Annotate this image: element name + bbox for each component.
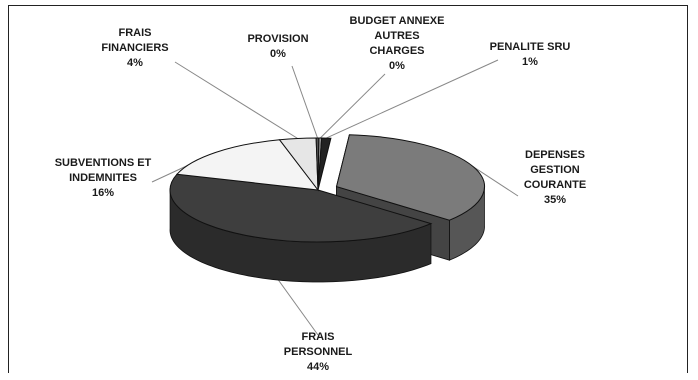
slice-label: FRAIS PERSONNEL 44% [284, 331, 353, 373]
slice-percent-label: 16% [92, 187, 114, 199]
leader-line [326, 59, 499, 139]
slice-percent-label: 0% [389, 60, 405, 72]
slice-name-line: BUDGET ANNEXE [350, 15, 445, 27]
slice-name-line: PERSONNEL [284, 346, 353, 358]
slice-label: SUBVENTIONS ET INDEMNITES 16% [55, 157, 152, 199]
slice-percent-label: 35% [544, 194, 566, 206]
slice-name-line: INDEMNITES [69, 172, 137, 184]
slice-name-line: AUTRES [374, 30, 419, 42]
slice-percent-label: 0% [270, 48, 286, 60]
leader-line [291, 65, 318, 139]
leader-line [473, 166, 519, 197]
slice-label: PROVISION 0% [247, 33, 308, 60]
slice-percent-label: 4% [127, 57, 143, 69]
slice-label: FRAIS FINANCIERS 4% [101, 27, 168, 69]
slice-name-line: DEPENSES [525, 149, 585, 161]
slice-name-line: GESTION [530, 164, 580, 176]
slice-labels: DEPENSES GESTION COURANTE 35% FRAIS PERSONNEL… [55, 15, 586, 373]
slice-name-line: CHARGES [369, 45, 424, 57]
slice-name-line: FRAIS [302, 331, 335, 343]
pie-slice [175, 139, 320, 191]
pie-slice [169, 173, 433, 243]
slice-name-line: COURANTE [524, 179, 586, 191]
pie-tops [169, 134, 485, 243]
slice-percent-label: 1% [522, 56, 538, 68]
slice-percent-label: 44% [307, 361, 329, 373]
leader-line [174, 61, 298, 139]
slice-name-line: PROVISION [247, 33, 308, 45]
slice-name-line: FRAIS [119, 27, 152, 39]
leader-line [319, 73, 386, 139]
pie-slice [317, 137, 332, 191]
slice-name-line: PENALITE SRU [490, 41, 571, 53]
slice-label: PENALITE SRU 1% [490, 41, 571, 68]
pie-slice [335, 134, 485, 221]
slice-name-line: SUBVENTIONS ET [55, 157, 152, 169]
slice-label: DEPENSES GESTION COURANTE 35% [524, 149, 586, 206]
slice-label: BUDGET ANNEXE AUTRES CHARGES 0% [350, 15, 445, 72]
slice-name-line: FINANCIERS [101, 42, 168, 54]
